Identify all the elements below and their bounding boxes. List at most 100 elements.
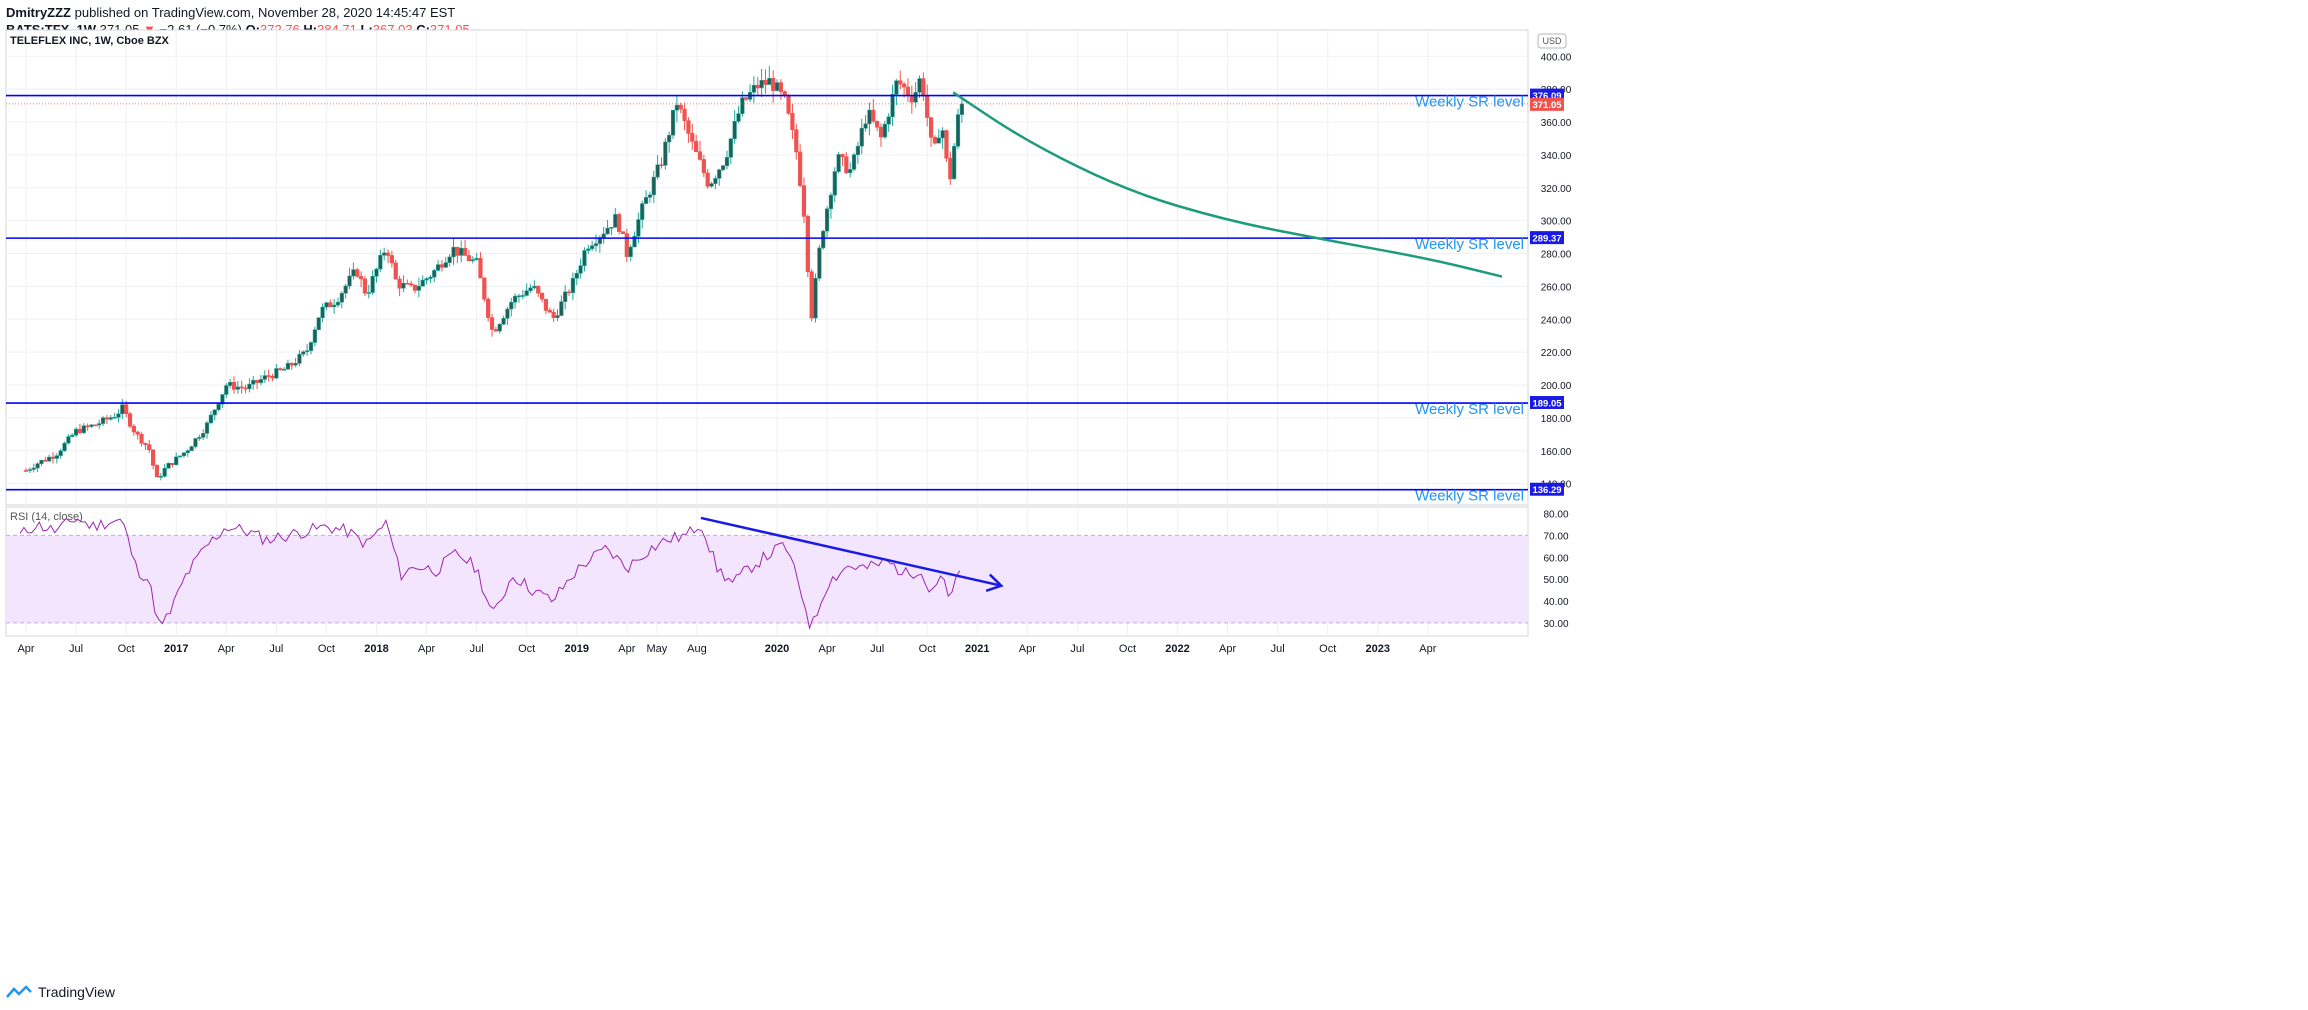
x-tick-label: Apr bbox=[1019, 643, 1036, 655]
footer-brand: TradingView bbox=[6, 984, 115, 1000]
candle-body bbox=[751, 84, 757, 93]
candle-body bbox=[959, 103, 964, 115]
candle-body bbox=[447, 256, 452, 263]
currency-label: USD bbox=[1542, 36, 1562, 46]
candle-body bbox=[451, 246, 456, 258]
candle-body bbox=[886, 116, 891, 125]
candle-body bbox=[674, 104, 679, 111]
candle-body bbox=[459, 247, 464, 256]
y-tick-label: 180.00 bbox=[1541, 414, 1572, 425]
candle-body bbox=[47, 456, 52, 462]
candle-body bbox=[551, 311, 556, 318]
candle-body bbox=[81, 425, 86, 434]
rsi-band bbox=[6, 535, 1528, 623]
candle-body bbox=[31, 467, 36, 470]
candle-body bbox=[58, 450, 63, 456]
y-tick-label: 200.00 bbox=[1541, 381, 1572, 392]
candle-body bbox=[212, 409, 217, 416]
candle-body bbox=[432, 270, 437, 278]
candle-body bbox=[617, 214, 622, 232]
candle-body bbox=[151, 449, 156, 466]
candle-body bbox=[243, 387, 248, 390]
x-tick-label: Oct bbox=[1319, 643, 1336, 655]
chart-canvas[interactable]: Apr Jul Oct 2017 Apr Jul Oct 2018 Apr Jul Oct 2019 A… bbox=[0, 0, 2308, 984]
candle-body bbox=[420, 279, 425, 287]
candle-body bbox=[478, 258, 483, 279]
candle-body bbox=[73, 428, 79, 436]
candle-body bbox=[154, 465, 160, 478]
price-pane bbox=[5, 29, 1529, 506]
tradingview-logo-icon bbox=[6, 985, 32, 998]
candle-body bbox=[694, 141, 699, 153]
candle-body bbox=[736, 113, 741, 122]
candle-body bbox=[366, 292, 371, 294]
x-tick-label: Aug bbox=[687, 643, 707, 655]
x-tick-label: 2019 bbox=[565, 643, 589, 655]
author-name[interactable]: DmitryZZZ bbox=[6, 5, 71, 20]
candle-body bbox=[513, 295, 518, 303]
candle-body bbox=[905, 86, 911, 96]
candle-body bbox=[131, 425, 136, 433]
candle-body bbox=[493, 329, 498, 332]
y-tick-label: 360.00 bbox=[1541, 118, 1572, 129]
x-tick-label: Apr bbox=[1219, 643, 1236, 655]
candle-body bbox=[362, 278, 368, 294]
publish-info: published on TradingView.com, November 2… bbox=[74, 5, 456, 20]
candle-body bbox=[389, 255, 394, 264]
candle-body bbox=[913, 92, 918, 103]
candle-body bbox=[505, 308, 510, 319]
brand-label: TradingView bbox=[38, 984, 116, 1000]
candle-body bbox=[351, 269, 356, 277]
candle-body bbox=[401, 282, 406, 289]
candle-body bbox=[801, 185, 807, 217]
candle-body bbox=[555, 315, 560, 318]
y-tick-label: 260.00 bbox=[1541, 282, 1572, 293]
x-tick-label: Apr bbox=[17, 643, 34, 655]
sr-level-label: Weekly SR level bbox=[1415, 236, 1524, 253]
x-tick-label: Apr bbox=[618, 643, 635, 655]
sr-price-tag-label: 136.29 bbox=[1532, 485, 1561, 496]
x-tick-label: Oct bbox=[318, 643, 335, 655]
candle-body bbox=[705, 172, 710, 187]
candle-body bbox=[247, 383, 252, 390]
y-tick-label: 400.00 bbox=[1541, 52, 1572, 63]
candle-body bbox=[320, 306, 325, 319]
publish-line: DmitryZZZ published on TradingView.com, … bbox=[6, 4, 470, 21]
candle-body bbox=[443, 262, 448, 268]
candle-body bbox=[231, 382, 237, 390]
candle-body bbox=[135, 431, 140, 435]
candle-body bbox=[50, 456, 56, 459]
candle-body bbox=[482, 277, 487, 300]
last-price-tag-label: 371.05 bbox=[1532, 100, 1562, 111]
x-tick-label: 2023 bbox=[1366, 643, 1390, 655]
candle-body bbox=[100, 417, 106, 424]
candle-body bbox=[817, 247, 822, 279]
candle-body bbox=[201, 433, 206, 438]
candle-body bbox=[77, 428, 83, 434]
candle-body bbox=[940, 130, 945, 139]
candle-body bbox=[193, 438, 198, 447]
y-tick-label: 220.00 bbox=[1541, 348, 1572, 359]
candle-body bbox=[932, 136, 938, 144]
candle-body bbox=[70, 434, 75, 437]
candle-body bbox=[43, 459, 48, 462]
rsi-tick-label: 40.00 bbox=[1543, 597, 1568, 608]
candle-body bbox=[686, 120, 691, 134]
candle-body bbox=[601, 233, 606, 238]
candle-body bbox=[297, 353, 302, 364]
candle-body bbox=[636, 219, 641, 237]
candle-body bbox=[204, 422, 210, 434]
candle-body bbox=[120, 404, 125, 415]
candle-body bbox=[158, 476, 163, 478]
x-tick-label: 2021 bbox=[965, 643, 989, 655]
candle-body bbox=[23, 470, 29, 472]
candle-body bbox=[620, 231, 626, 235]
candle-body bbox=[848, 169, 853, 174]
candle-body bbox=[428, 276, 433, 279]
candle-body bbox=[486, 298, 491, 318]
candle-body bbox=[840, 154, 845, 158]
rsi-line bbox=[19, 517, 961, 630]
candle-body bbox=[574, 272, 579, 279]
candle-body bbox=[147, 444, 152, 451]
candle-body bbox=[539, 292, 545, 300]
